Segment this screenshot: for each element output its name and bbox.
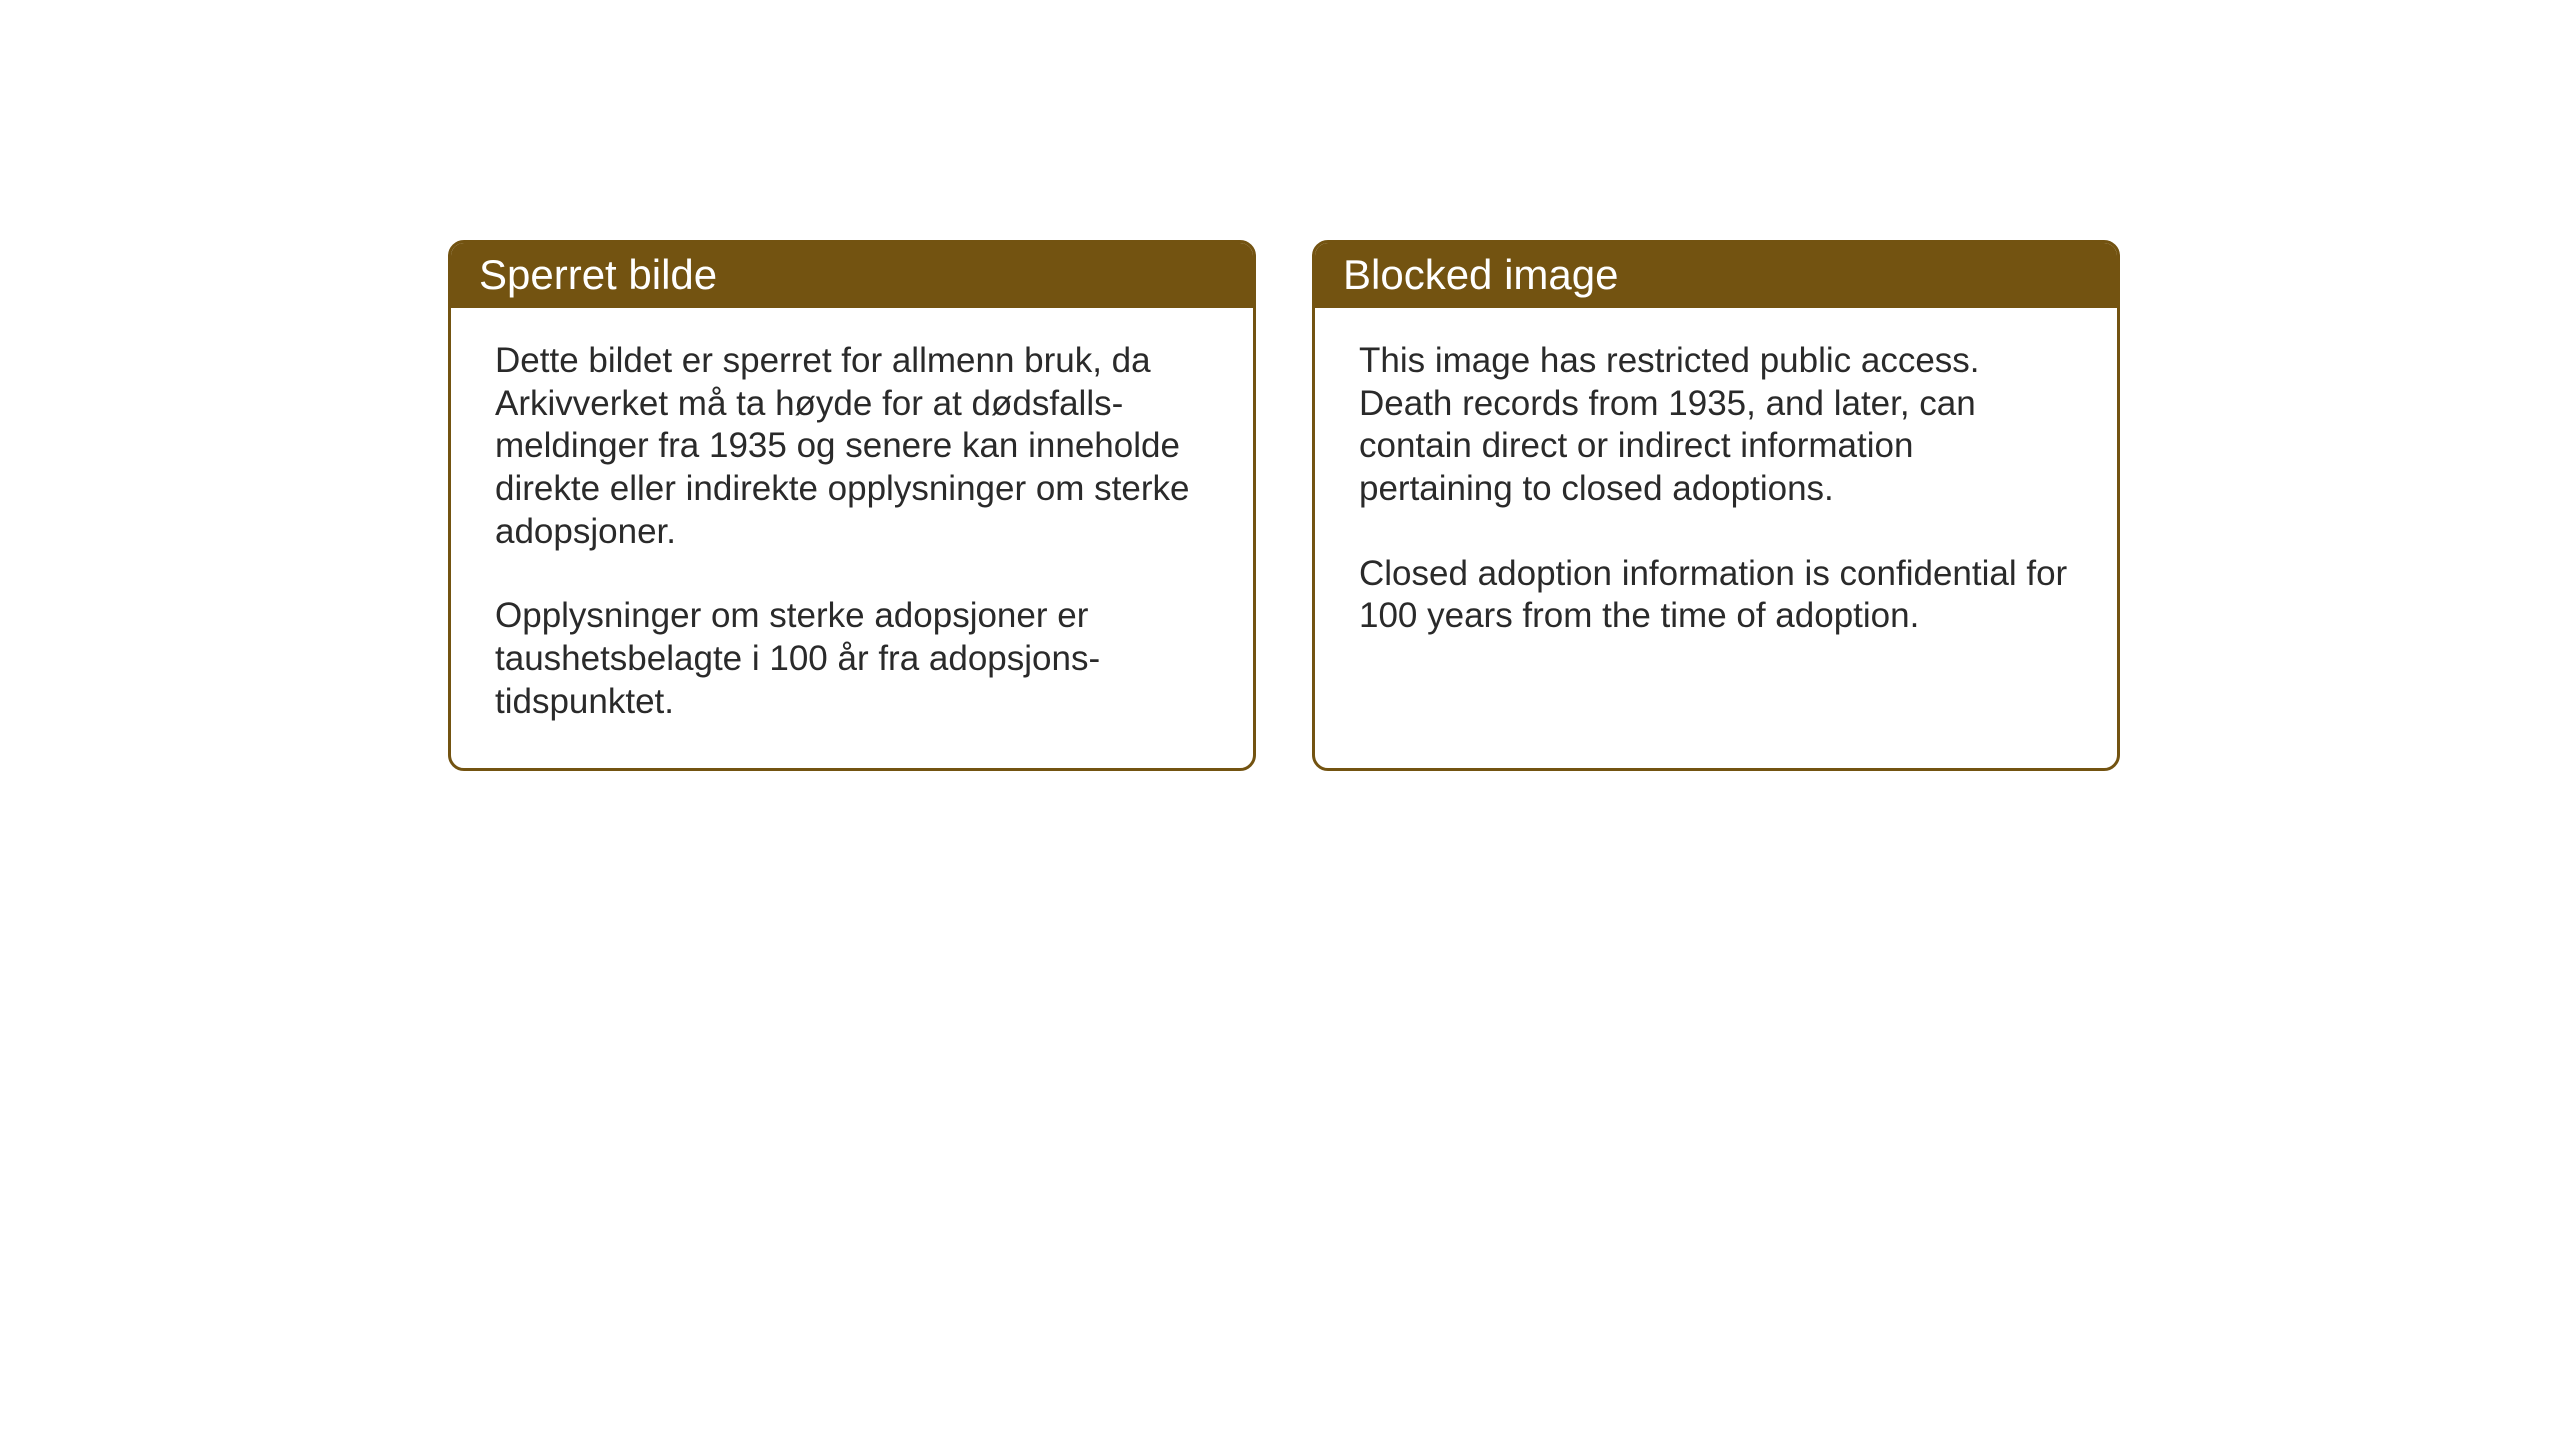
card-english: Blocked image This image has restricted … bbox=[1312, 240, 2120, 771]
card-english-header: Blocked image bbox=[1315, 243, 2117, 308]
card-norwegian-paragraph2: Opplysninger om sterke adopsjoner er tau… bbox=[495, 595, 1209, 723]
card-english-body: This image has restricted public access.… bbox=[1315, 308, 2117, 708]
card-norwegian-body: Dette bildet er sperret for allmenn bruk… bbox=[451, 308, 1253, 768]
card-norwegian-paragraph1: Dette bildet er sperret for allmenn bruk… bbox=[495, 340, 1209, 553]
card-english-paragraph1: This image has restricted public access.… bbox=[1359, 340, 2073, 511]
card-english-paragraph2: Closed adoption information is confident… bbox=[1359, 553, 2073, 638]
card-norwegian-header: Sperret bilde bbox=[451, 243, 1253, 308]
cards-container: Sperret bilde Dette bildet er sperret fo… bbox=[448, 240, 2120, 771]
card-norwegian: Sperret bilde Dette bildet er sperret fo… bbox=[448, 240, 1256, 771]
